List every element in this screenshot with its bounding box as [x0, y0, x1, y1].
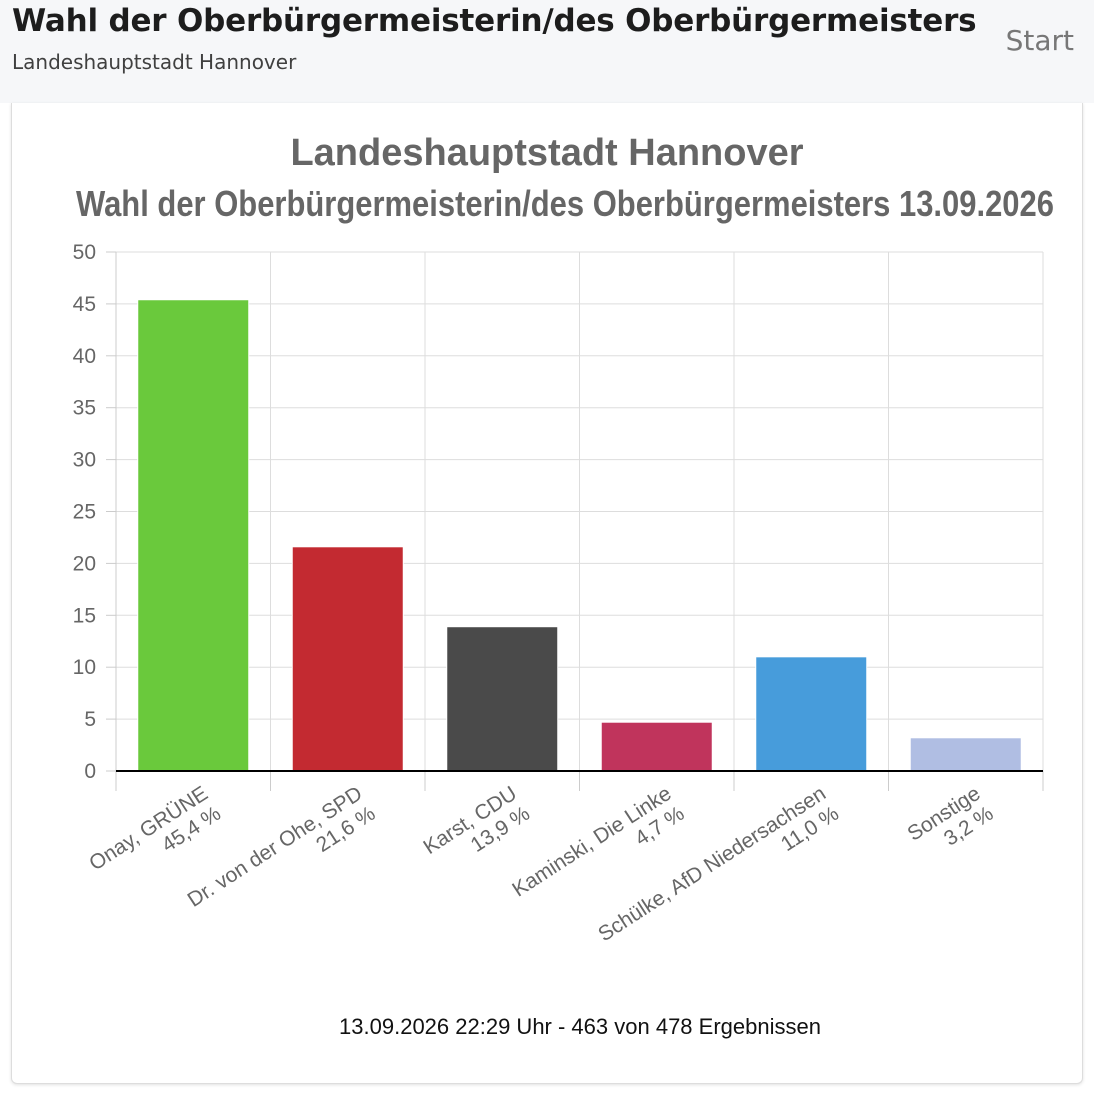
y-tick-label: 30: [73, 449, 96, 472]
y-tick-label: 10: [73, 656, 96, 679]
bar: [600, 721, 713, 772]
y-tick-label: 25: [73, 501, 96, 524]
bar: [291, 546, 404, 772]
y-tick-label: 20: [73, 552, 96, 575]
chart-title: Landeshauptstadt Hannover: [290, 132, 804, 174]
y-tick-label: 50: [73, 241, 96, 264]
x-tick-label: Karst, CDU13,9 %: [419, 782, 534, 879]
bar: [137, 299, 250, 772]
y-tick-label: 5: [84, 708, 96, 731]
y-tick-label: 40: [73, 345, 96, 368]
y-tick-label: 0: [84, 760, 96, 783]
bar: [755, 656, 868, 772]
y-tick-label: 35: [73, 397, 96, 420]
page-subtitle: Landeshauptstadt Hannover: [12, 50, 297, 74]
start-link[interactable]: Start: [1005, 24, 1074, 57]
y-tick-label: 45: [73, 293, 96, 316]
y-tick-label: 15: [73, 604, 96, 627]
chart-subtitle: Wahl der Oberbürgermeisterin/des Oberbür…: [76, 183, 1054, 224]
header-bar: Wahl der Oberbürgermeisterin/des Oberbür…: [0, 0, 1094, 103]
result-status: 13.09.2026 22:29 Uhr - 463 von 478 Ergeb…: [339, 1014, 821, 1039]
bar: [909, 737, 1022, 772]
x-tick-label: Sonstige3,2 %: [903, 782, 997, 866]
bar: [446, 626, 559, 772]
page-title: Wahl der Oberbürgermeisterin/des Oberbür…: [12, 3, 977, 39]
